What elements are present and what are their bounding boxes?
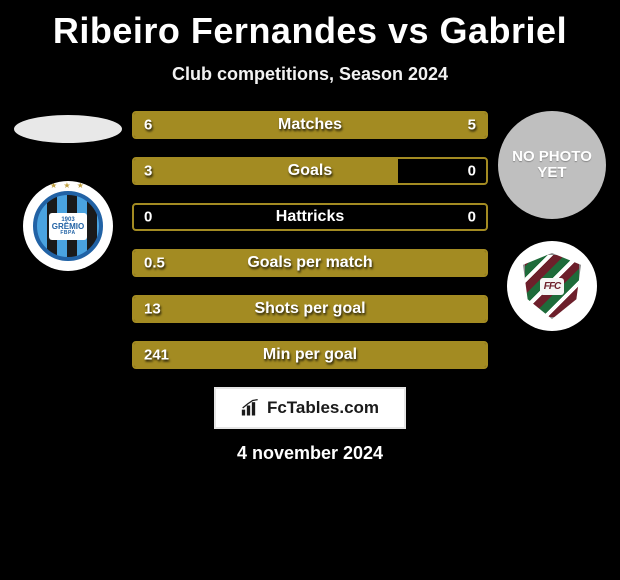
footer-brand-badge: FcTables.com [214,387,406,429]
stat-value-right: 5 [468,117,476,134]
stat-row: 3 0 Goals [132,157,488,185]
stat-value-left: 241 [144,347,169,364]
gremio-badge-label: 1903 GRÊMIO FBPA [49,213,87,240]
footer-brand-text: FcTables.com [267,398,379,418]
stat-row: 13 Shots per goal [132,295,488,323]
stat-value-left: 6 [144,117,152,134]
no-photo-label: NO PHOTO YET [498,149,606,181]
gremio-stars-icon: ★ ★ ★ [37,181,99,190]
stat-value-right: 0 [468,209,476,226]
stat-label: Goals [288,162,332,180]
stat-value-left: 0.5 [144,255,165,272]
stat-bars-container: 6 5 Matches 3 0 Goals 0 0 Hattricks 0.5 Goals per … [128,111,492,369]
stat-value-left: 0 [144,209,152,226]
stat-value-left: 3 [144,163,152,180]
footer-date: 4 november 2024 [0,443,620,464]
stat-bar-right [328,113,486,137]
stat-row: 241 Min per goal [132,341,488,369]
page-title: Ribeiro Fernandes vs Gabriel [0,0,620,52]
stat-value-right: 0 [468,163,476,180]
page-subtitle: Club competitions, Season 2024 [0,64,620,85]
stat-row: 6 5 Matches [132,111,488,139]
gremio-badge-inner: ★ ★ ★ 1903 GRÊMIO FBPA [33,191,103,261]
left-player-column: ★ ★ ★ 1903 GRÊMIO FBPA [8,111,128,369]
stat-bar-left [134,159,398,183]
stat-label: Matches [278,116,342,134]
left-player-photo-placeholder [14,115,122,143]
right-club-badge: FFC [507,241,597,331]
fctables-logo-icon [241,399,261,417]
gremio-sub: FBPA [52,231,84,236]
left-club-badge: ★ ★ ★ 1903 GRÊMIO FBPA [23,181,113,271]
fluminense-monogram: FFC [540,278,564,295]
comparison-content: ★ ★ ★ 1903 GRÊMIO FBPA 6 5 Matches 3 0 Goals 0… [0,111,620,369]
stat-value-left: 13 [144,301,161,318]
right-player-no-photo: NO PHOTO YET [498,111,606,219]
stat-label: Min per goal [263,346,357,364]
stat-label: Hattricks [276,208,344,226]
stat-row: 0 0 Hattricks [132,203,488,231]
fluminense-shield: FFC [523,253,581,319]
stat-row: 0.5 Goals per match [132,249,488,277]
stat-label: Shots per goal [254,300,365,318]
right-player-column: NO PHOTO YET FFC [492,111,612,369]
stat-label: Goals per match [247,254,372,272]
